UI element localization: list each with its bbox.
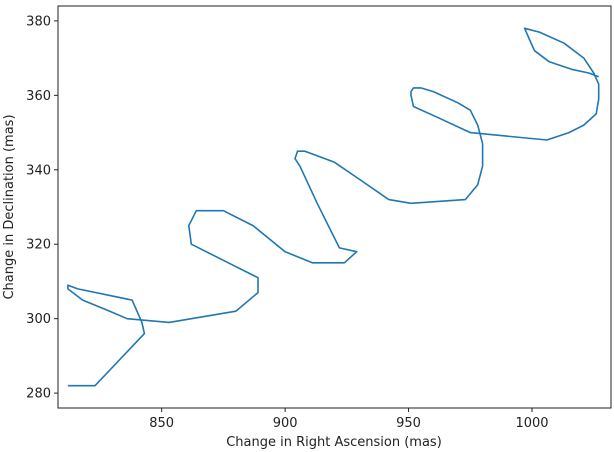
y-tick-label: 380 (26, 14, 51, 29)
x-tick-label: 950 (396, 416, 421, 431)
series-layer (67, 27, 600, 387)
y-tick-label: 300 (26, 312, 51, 327)
y-tick-label: 340 (26, 163, 51, 178)
y-tick-label: 320 (26, 238, 51, 253)
x-tick-label: 850 (149, 416, 174, 431)
x-axis-ticks: 850 900 950 1000 (149, 408, 549, 431)
y-tick-label: 360 (26, 89, 51, 104)
x-tick-label: 900 (273, 416, 298, 431)
series-line (67, 27, 600, 387)
plot-area-frame (57, 5, 612, 409)
y-axis-ticks: 280 300 320 340 360 380 (26, 14, 58, 402)
x-tick-label: 1000 (515, 416, 548, 431)
y-axis-label: Change in Declination (mas) (2, 114, 17, 299)
y-tick-label: 280 (26, 387, 51, 402)
x-axis-label: Change in Right Ascension (mas) (226, 435, 442, 450)
